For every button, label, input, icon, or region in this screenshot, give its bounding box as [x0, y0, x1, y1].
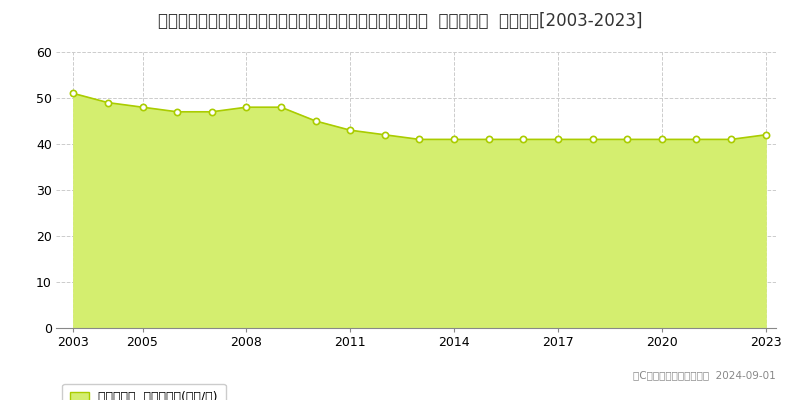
Legend: 基準地価格  平均坪単価(万円/坪): 基準地価格 平均坪単価(万円/坪) [62, 384, 226, 400]
Text: （C）土地価格ドットコム  2024-09-01: （C）土地価格ドットコム 2024-09-01 [634, 370, 776, 380]
Text: 埼玉県さいたま市桜区大字大久保領家字下作田６０７番１４  基準地価格  地価推移[2003-2023]: 埼玉県さいたま市桜区大字大久保領家字下作田６０７番１４ 基準地価格 地価推移[2… [158, 12, 642, 30]
